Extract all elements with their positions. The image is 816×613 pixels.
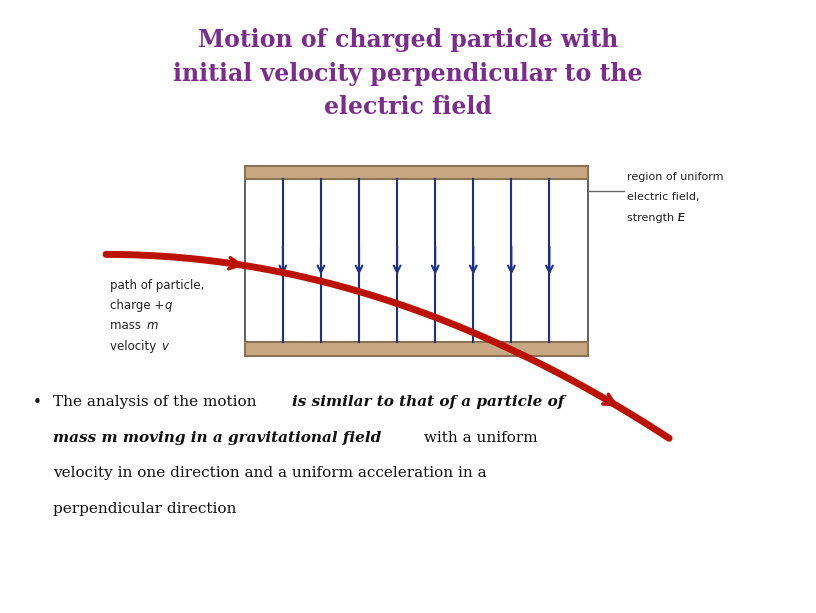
Text: path of particle,: path of particle, [110,279,205,292]
Text: v: v [162,340,169,352]
Text: initial velocity perpendicular to the: initial velocity perpendicular to the [173,61,643,86]
Bar [245,342,588,356]
Text: strength E: strength E [627,213,685,223]
Text: electric field,: electric field, [627,192,699,202]
Text: q: q [165,299,172,312]
Text: charge +: charge + [110,299,164,312]
Text: velocity: velocity [110,340,160,352]
Text: perpendicular direction: perpendicular direction [53,502,237,516]
Text: Motion of charged particle with: Motion of charged particle with [197,28,619,52]
Text: m: m [147,319,158,332]
Text: E: E [678,213,685,223]
Bar [245,166,588,179]
Text: electric field: electric field [324,95,492,120]
Text: mass: mass [110,319,145,332]
Text: is similar to that of a particle of: is similar to that of a particle of [292,395,565,409]
Text: •: • [33,395,42,410]
Text: region of uniform: region of uniform [627,172,723,182]
Text: The analysis of the motion: The analysis of the motion [53,395,261,409]
Text: mass m moving in a gravitational field: mass m moving in a gravitational field [53,431,381,445]
Text: velocity in one direction and a uniform acceleration in a: velocity in one direction and a uniform … [53,466,486,481]
Text: with a uniform: with a uniform [419,431,538,445]
